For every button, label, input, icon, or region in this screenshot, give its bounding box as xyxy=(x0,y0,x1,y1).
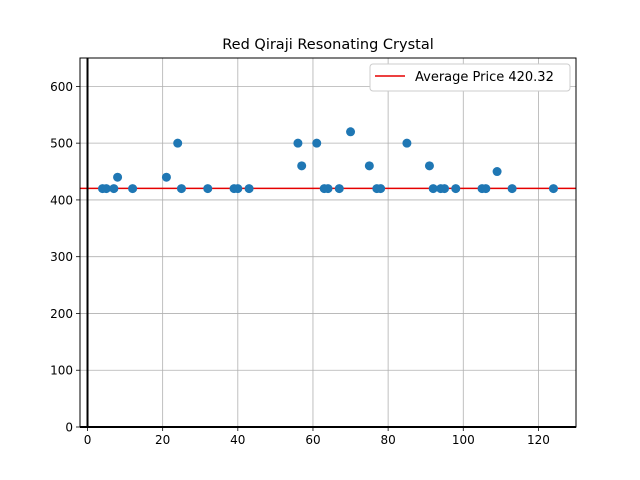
data-point xyxy=(428,184,438,194)
data-point xyxy=(402,138,412,148)
data-point xyxy=(481,184,491,194)
data-point xyxy=(451,184,461,194)
data-point xyxy=(128,184,138,194)
y-tick-label: 300 xyxy=(50,250,73,264)
data-point xyxy=(109,184,119,194)
data-point xyxy=(376,184,386,194)
data-point xyxy=(244,184,254,194)
data-point xyxy=(364,161,374,171)
data-point xyxy=(113,172,123,182)
x-tick-label: 0 xyxy=(84,433,92,447)
x-tick-label: 120 xyxy=(527,433,550,447)
data-point xyxy=(548,184,558,194)
data-point xyxy=(293,138,303,148)
data-point xyxy=(346,127,356,137)
data-point xyxy=(173,138,183,148)
data-point xyxy=(334,184,344,194)
plot-frame xyxy=(79,57,577,428)
data-point xyxy=(439,184,449,194)
y-tick-label: 500 xyxy=(50,137,73,151)
axis-ticks: 0 20 40 60 80 100 120 0 100 200 300 400 500 600 xyxy=(50,80,550,447)
y-tick-label: 100 xyxy=(50,364,73,378)
data-point xyxy=(424,161,434,171)
x-tick-label: 40 xyxy=(230,433,245,447)
x-tick-label: 60 xyxy=(305,433,320,447)
x-tick-label: 80 xyxy=(380,433,395,447)
data-point xyxy=(297,161,307,171)
data-point xyxy=(492,167,502,177)
y-tick-label: 600 xyxy=(50,80,73,94)
x-tick-label: 20 xyxy=(155,433,170,447)
data-point xyxy=(176,184,186,194)
y-tick-label: 200 xyxy=(50,307,73,321)
legend-box xyxy=(369,63,571,92)
data-point xyxy=(233,184,243,194)
data-point xyxy=(101,184,111,194)
data-points xyxy=(98,127,558,194)
chart-title: Red Qiraji Resonating Crystal xyxy=(222,37,434,53)
legend: Average Price 420.32 xyxy=(369,63,571,92)
data-point xyxy=(312,138,322,148)
y-tick-label: 0 xyxy=(65,421,73,435)
data-point xyxy=(323,184,333,194)
x-tick-label: 100 xyxy=(452,433,475,447)
y-tick-label: 400 xyxy=(50,193,73,207)
legend-label: Average Price 420.32 xyxy=(415,70,554,85)
data-point xyxy=(203,184,213,194)
data-point xyxy=(161,172,171,182)
data-point xyxy=(507,184,517,194)
